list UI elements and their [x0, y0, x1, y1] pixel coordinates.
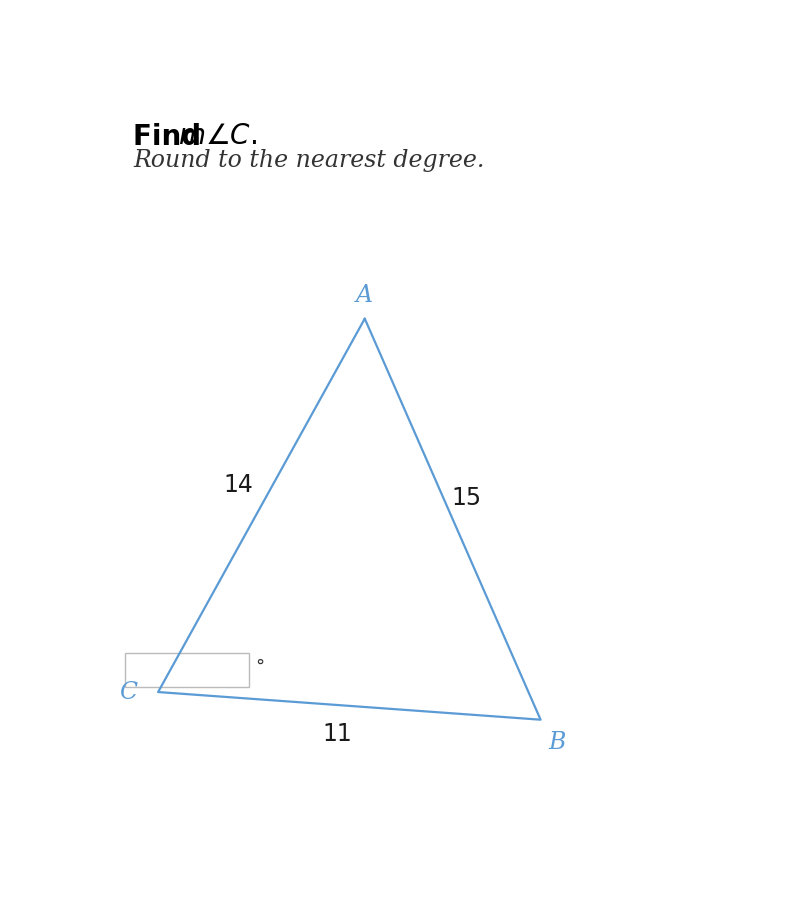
Text: 14: 14: [224, 472, 253, 497]
Text: $m\angle C.$: $m\angle C.$: [178, 123, 257, 150]
FancyBboxPatch shape: [126, 654, 249, 686]
Text: °: °: [256, 657, 265, 675]
Text: 11: 11: [322, 721, 352, 745]
Text: A: A: [357, 285, 373, 307]
Text: Round to the nearest degree.: Round to the nearest degree.: [134, 149, 485, 172]
Text: 15: 15: [451, 487, 482, 510]
Text: B: B: [548, 731, 566, 754]
Text: Find: Find: [134, 123, 211, 151]
Text: C: C: [119, 681, 138, 703]
